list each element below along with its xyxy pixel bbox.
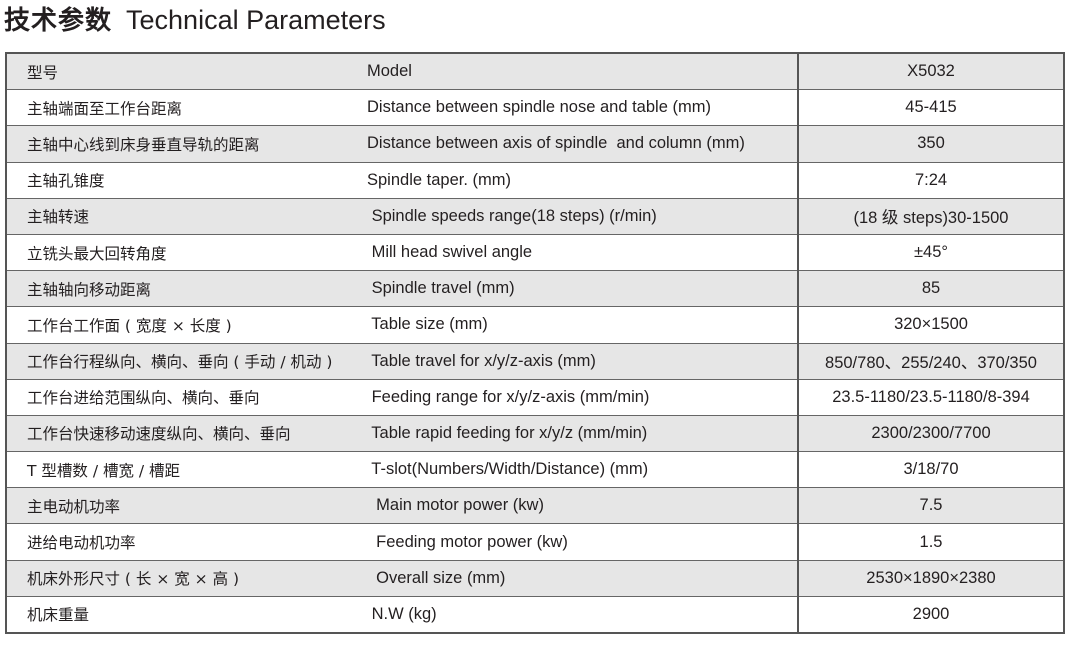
table-row: 工作台行程纵向、横向、垂向 ( 手动 / 机动 ) Table travel f… (6, 342, 1064, 380)
parameter-name-zh: 主轴端面至工作台距离 (6, 89, 365, 127)
parameters-table: 型号 Model X5032 主轴端面至工作台距离 Distance between s… (5, 52, 1065, 634)
table-row: 型号 Model X5032 (6, 52, 1064, 91)
parameter-name-zh: 主轴孔锥度 (6, 161, 365, 199)
parameter-value: 23.5-1180/23.5-1180/8-394 (797, 378, 1064, 416)
parameter-value: 7.5 (797, 487, 1064, 525)
table-row: 主轴端面至工作台距离 Distance between spindle nose … (6, 89, 1064, 127)
parameter-name-zh: 工作台行程纵向、横向、垂向 ( 手动 / 机动 ) (6, 342, 365, 380)
parameter-name-zh: 机床外形尺寸 ( 长 × 宽 × 高 ) (6, 559, 365, 597)
parameter-name-zh: T 型槽数 / 槽宽 / 槽距 (6, 451, 365, 489)
parameter-value: 2900 (797, 595, 1064, 634)
parameter-name-zh: 工作台快速移动速度纵向、横向、垂向 (6, 414, 365, 453)
parameter-name-en: Overall size (mm) (365, 559, 798, 597)
parameter-value: 45-415 (797, 89, 1064, 127)
title-english: Technical Parameters (126, 5, 386, 35)
parameter-name-en: N.W (kg) (365, 595, 798, 634)
parameter-value: (18 级 steps)30-1500 (797, 197, 1064, 235)
table-row: 工作台进给范围纵向、横向、垂向 Feeding range for x/y/z-… (6, 378, 1064, 416)
parameter-name-zh: 机床重量 (6, 595, 365, 634)
parameter-name-zh: 主轴中心线到床身垂直导轨的距离 (6, 125, 365, 163)
parameter-name-en: Table rapid feeding for x/y/z (mm/min) (365, 414, 798, 453)
parameter-name-zh: 工作台工作面 ( 宽度 × 长度 ) (6, 306, 365, 344)
parameter-name-zh: 工作台进给范围纵向、横向、垂向 (6, 378, 365, 416)
parameter-value: X5032 (797, 52, 1064, 91)
parameter-name-en: Spindle taper. (mm) (365, 161, 798, 199)
parameter-name-en: Mill head swivel angle (365, 233, 798, 272)
parameter-name-en: Feeding motor power (kw) (365, 523, 798, 561)
parameter-name-zh: 型号 (6, 52, 365, 91)
parameter-value: 2530×1890×2380 (797, 559, 1064, 597)
table-row: 机床重量 N.W (kg) 2900 (6, 595, 1064, 634)
parameter-name-zh: 主轴轴向移动距离 (6, 270, 365, 308)
table-row: 立铣头最大回转角度 Mill head swivel angle ±45° (6, 233, 1064, 272)
table-row: 工作台快速移动速度纵向、横向、垂向 Table rapid feeding fo… (6, 414, 1064, 453)
parameter-value: 1.5 (797, 523, 1064, 561)
table-row: 机床外形尺寸 ( 长 × 宽 × 高 ) Overall size (mm) 25… (6, 559, 1064, 597)
parameter-name-en: Model (365, 52, 798, 91)
parameter-name-zh: 主电动机功率 (6, 487, 365, 525)
table-row: 主电动机功率 Main motor power (kw) 7.5 (6, 487, 1064, 525)
parameter-value: 850/780、255/240、370/350 (797, 342, 1064, 380)
parameter-value: 85 (797, 270, 1064, 308)
table-row: 主轴中心线到床身垂直导轨的距离 Distance between axis of … (6, 125, 1064, 163)
table-row: 主轴轴向移动距离 Spindle travel (mm) 85 (6, 270, 1064, 308)
parameter-value: 350 (797, 125, 1064, 163)
table-row: 主轴孔锥度 Spindle taper. (mm) 7:24 (6, 161, 1064, 199)
title-chinese: 技术参数 (4, 6, 113, 36)
parameter-name-en: Feeding range for x/y/z-axis (mm/min) (365, 378, 798, 416)
parameter-name-zh: 立铣头最大回转角度 (6, 233, 365, 272)
parameter-name-en: Distance between spindle nose and table … (365, 89, 798, 127)
table-row: T 型槽数 / 槽宽 / 槽距 T-slot(Numbers/Width/Dis… (6, 451, 1064, 489)
parameter-value: 2300/2300/7700 (797, 414, 1064, 453)
parameter-name-zh: 进给电动机功率 (6, 523, 365, 561)
parameter-value: 320×1500 (797, 306, 1064, 344)
parameter-name-en: Main motor power (kw) (365, 487, 798, 525)
parameter-value: 3/18/70 (797, 451, 1064, 489)
page-title: 技术参数 Technical Parameters (4, 3, 386, 38)
parameter-name-en: Table size (mm) (365, 306, 798, 344)
parameter-name-en: Distance between axis of spindle and col… (365, 125, 798, 163)
parameter-value: ±45° (797, 233, 1064, 272)
parameter-value: 7:24 (797, 161, 1064, 199)
parameter-name-en: Table travel for x/y/z-axis (mm) (365, 342, 798, 380)
table-row: 主轴转速 Spindle speeds range(18 steps) (r/m… (6, 197, 1064, 235)
parameter-name-en: T-slot(Numbers/Width/Distance) (mm) (365, 451, 798, 489)
table-row: 进给电动机功率 Feeding motor power (kw) 1.5 (6, 523, 1064, 561)
parameter-name-en: Spindle speeds range(18 steps) (r/min) (365, 197, 798, 235)
parameter-name-en: Spindle travel (mm) (365, 270, 798, 308)
table-row: 工作台工作面 ( 宽度 × 长度 ) Table size (mm) 320×15… (6, 306, 1064, 344)
parameter-name-zh: 主轴转速 (6, 197, 365, 235)
